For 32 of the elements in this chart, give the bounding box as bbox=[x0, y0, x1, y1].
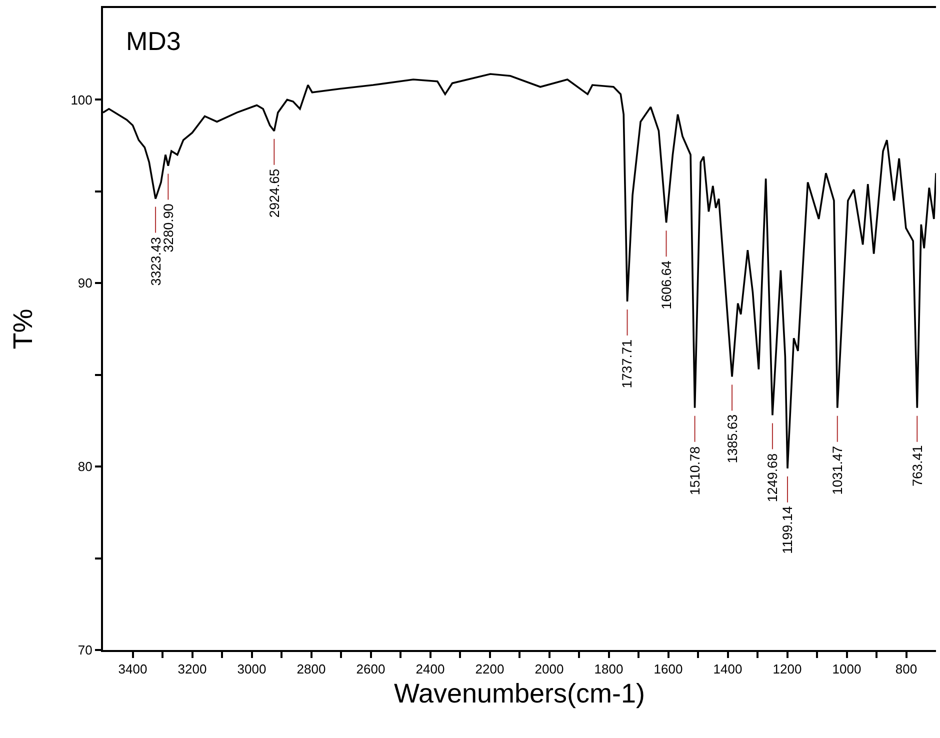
annotation: 1606.64 bbox=[659, 260, 674, 310]
annotation: 1031.47 bbox=[830, 446, 846, 495]
x-tick-label: 3200 bbox=[178, 662, 207, 677]
y-axis-title: T% bbox=[8, 308, 38, 350]
annotation: 763.41 bbox=[910, 445, 925, 487]
x-tick-label: 1400 bbox=[713, 662, 742, 677]
annotation: 1249.68 bbox=[764, 453, 780, 502]
annotation: 1510.78 bbox=[687, 446, 702, 496]
y-tick-label: 70 bbox=[78, 642, 92, 658]
x-tick-label: 3400 bbox=[118, 662, 148, 677]
x-tick-label: 1200 bbox=[772, 662, 802, 677]
x-tick-label: 2400 bbox=[416, 662, 445, 677]
annotation: 1385.63 bbox=[724, 414, 740, 464]
x-tick-label: 2600 bbox=[356, 662, 386, 677]
x-tick-label: 1600 bbox=[654, 662, 683, 677]
annotation: 1737.71 bbox=[619, 339, 634, 388]
x-tick-label: 1800 bbox=[594, 662, 624, 677]
y-tick-label: 90 bbox=[78, 276, 92, 291]
annotation: 1199.14 bbox=[780, 506, 796, 554]
x-tick-label: 2200 bbox=[475, 662, 504, 677]
text: MD3 bbox=[126, 26, 181, 56]
y-tick-label: 80 bbox=[78, 459, 92, 474]
x-tick-label: 3000 bbox=[237, 662, 266, 677]
annotation: 3280.90 bbox=[160, 204, 176, 252]
x-tick-label: 2000 bbox=[534, 662, 564, 677]
annotation: 2924.65 bbox=[266, 168, 282, 218]
x-tick-label: 1000 bbox=[832, 662, 862, 677]
annotation: 3323.43 bbox=[148, 236, 164, 286]
y-tick-label: 100 bbox=[70, 92, 92, 108]
x-tick-label: 800 bbox=[895, 662, 918, 677]
x-axis-title: Wavenumbers(cm-1) bbox=[394, 678, 646, 708]
x-tick-label: 2800 bbox=[296, 662, 326, 677]
